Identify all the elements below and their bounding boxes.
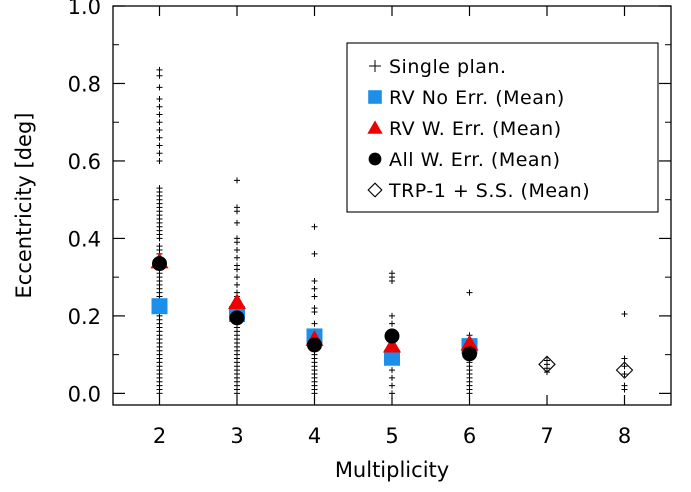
single-planet-point <box>156 134 163 141</box>
single-planet-point <box>234 177 240 184</box>
single-planet-point <box>389 382 395 389</box>
y-tick-label: 0.6 <box>68 150 101 174</box>
all-w-err-mean-point <box>152 256 167 272</box>
single-planet-point <box>234 247 240 254</box>
single-planet-point <box>389 367 395 374</box>
legend: Single plan. RV No Err. (Mean) RV W. Err. … <box>346 42 659 213</box>
y-tick-label: 0.8 <box>68 72 101 96</box>
y-tick-labels: 0.0 0.2 0.4 0.6 0.8 1.0 <box>68 0 101 406</box>
y-tick-label: 0.4 <box>68 227 101 251</box>
single-planet-point <box>311 250 318 257</box>
single-planet-point <box>234 281 240 288</box>
x-tick-label: 7 <box>540 424 553 448</box>
single-planet-point <box>234 274 240 281</box>
single-planet-point <box>156 126 163 133</box>
single-planet-point <box>311 223 318 230</box>
legend-entry-single-plan: Single plan. <box>369 56 507 78</box>
trp1-ss-mean-point <box>615 361 634 379</box>
legend-entry-single-plan-label: Single plan. <box>389 56 507 78</box>
single-planet-point <box>311 390 318 397</box>
legend-entry-rv-w-err-marker <box>367 120 383 134</box>
single-planet-point <box>389 374 395 381</box>
single-planet-point <box>156 150 163 157</box>
single-planet-point <box>311 293 318 300</box>
x-axis-label: Multiplicity <box>335 458 449 482</box>
all-w-err-mean-point <box>307 337 322 353</box>
single-planet-point <box>156 103 163 110</box>
rv-w-err-mean-point <box>383 336 401 353</box>
rv-w-err-mean-point <box>228 293 246 310</box>
all-w-err-mean-point <box>229 310 245 326</box>
single-planet-point <box>311 320 318 327</box>
single-planet-point <box>389 278 395 285</box>
single-planet-point <box>311 285 318 292</box>
legend-entry-rv-no-err-label: RV No Err. (Mean) <box>389 87 565 109</box>
single-planet-point <box>311 309 318 316</box>
legend-entry-rv-w-err-label: RV W. Err. (Mean) <box>389 118 562 140</box>
single-planet-point <box>311 278 318 285</box>
x-tick-label: 5 <box>385 424 398 448</box>
y-axis-label: Eccentricity [deg] <box>12 113 36 299</box>
single-planet-point <box>389 390 395 397</box>
legend-entry-rv-no-err-marker <box>368 90 382 104</box>
single-planet-point <box>389 320 395 327</box>
y-tick-label: 0.0 <box>68 382 101 406</box>
y-tick-label: 1.0 <box>68 0 101 19</box>
x-tick-label: 2 <box>153 424 166 448</box>
legend-entries: Single plan. RV No Err. (Mean) RV W. Err. … <box>367 56 590 202</box>
x-tick-label: 6 <box>463 424 476 448</box>
single-planet-point <box>156 66 163 73</box>
single-planet-point <box>234 266 240 273</box>
rv-w-err-mean-point <box>460 334 479 351</box>
x-tick-label: 8 <box>618 424 631 448</box>
single-planet-point <box>156 157 163 164</box>
legend-entry-all-w-err: All W. Err. (Mean) <box>368 149 561 171</box>
rv-no-err-mean-point <box>384 349 400 366</box>
all-w-err-mean-point <box>462 346 477 362</box>
legend-entry-trp1-ss-marker <box>367 182 383 198</box>
legend-entry-rv-w-err: RV W. Err. (Mean) <box>367 118 561 140</box>
legend-entry-single-plan-marker <box>369 60 381 72</box>
single-planet-point <box>621 310 628 317</box>
x-tick-label: 3 <box>230 424 243 448</box>
legend-entry-all-w-err-marker <box>368 152 382 166</box>
x-tick-labels: 2 3 4 5 6 7 8 <box>153 424 631 448</box>
mean-markers <box>150 252 634 379</box>
single-planet-point <box>621 371 628 378</box>
single-planet-point <box>156 72 163 79</box>
legend-entry-all-w-err-label: All W. Err. (Mean) <box>389 149 561 171</box>
single-planet-point <box>389 312 395 319</box>
single-planet-point <box>234 208 240 215</box>
single-planet-point <box>156 84 163 91</box>
single-planet-point <box>156 111 163 118</box>
single-planet-point <box>156 390 163 397</box>
single-planet-point <box>234 219 240 226</box>
rv-no-err-mean-point <box>151 298 168 315</box>
single-planet-point <box>466 289 473 296</box>
all-w-err-mean-point <box>384 328 400 344</box>
single-planet-point <box>466 390 473 397</box>
legend-entry-trp1-ss-label: TRP-1 + S.S. (Mean) <box>388 180 590 202</box>
x-tick-label: 4 <box>308 424 321 448</box>
single-planet-point <box>156 235 163 242</box>
single-planet-point <box>156 95 163 102</box>
single-planet-point <box>621 363 628 370</box>
legend-box <box>346 42 659 213</box>
y-tick-label: 0.2 <box>68 305 101 329</box>
legend-entry-trp1-ss: TRP-1 + S.S. (Mean) <box>367 180 590 202</box>
single-planet-point <box>621 355 628 362</box>
plot-frame <box>112 5 672 406</box>
single-planet-point <box>234 239 240 246</box>
single-planet-point <box>234 390 240 397</box>
legend-entry-rv-no-err: RV No Err. (Mean) <box>368 87 565 109</box>
single-planet-point <box>156 119 163 126</box>
single-planet-point <box>156 142 163 149</box>
trp1-ss-mean-point <box>538 355 556 374</box>
single-planet-point <box>234 254 240 261</box>
single-planet-point <box>621 386 628 393</box>
